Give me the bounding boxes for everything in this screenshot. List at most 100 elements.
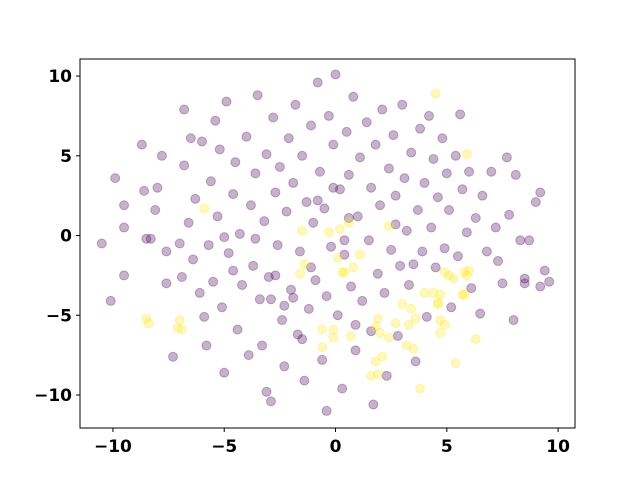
- point: [459, 289, 470, 300]
- y-tick-label: 5: [60, 147, 72, 167]
- point: [370, 321, 381, 332]
- point: [119, 270, 130, 281]
- point: [459, 267, 470, 278]
- point: [457, 289, 468, 300]
- point: [303, 303, 314, 314]
- point: [317, 342, 328, 353]
- point: [261, 149, 272, 160]
- point: [426, 222, 437, 233]
- point: [279, 361, 290, 372]
- point: [457, 184, 468, 195]
- point: [375, 327, 386, 338]
- point: [196, 136, 207, 147]
- point: [370, 356, 381, 367]
- point: [281, 206, 292, 217]
- point: [383, 220, 394, 231]
- point: [179, 104, 190, 115]
- point: [277, 315, 288, 326]
- point: [288, 177, 299, 188]
- point: [504, 209, 515, 220]
- point: [470, 334, 481, 345]
- point: [372, 369, 383, 380]
- point: [136, 139, 147, 150]
- point: [328, 332, 339, 343]
- point: [261, 386, 272, 397]
- point: [168, 351, 179, 362]
- point: [243, 350, 254, 361]
- point: [410, 313, 421, 324]
- point: [343, 169, 354, 180]
- point: [379, 287, 390, 298]
- point: [310, 275, 321, 286]
- point: [368, 399, 379, 410]
- point: [332, 310, 343, 321]
- point: [337, 383, 348, 394]
- point: [270, 270, 281, 281]
- point: [332, 252, 343, 263]
- point: [477, 190, 488, 201]
- point: [343, 217, 354, 228]
- point: [283, 133, 294, 144]
- point: [199, 203, 210, 214]
- point: [299, 259, 310, 270]
- point: [530, 197, 541, 208]
- point: [377, 351, 388, 362]
- point: [223, 248, 234, 259]
- point: [341, 126, 352, 137]
- point: [519, 278, 530, 289]
- point: [274, 161, 285, 172]
- point: [270, 187, 281, 198]
- point: [419, 287, 430, 298]
- x-tick-label: −5: [211, 437, 237, 457]
- point: [285, 284, 296, 295]
- point: [268, 112, 279, 123]
- point: [415, 383, 426, 394]
- point: [323, 227, 334, 238]
- point: [510, 169, 521, 180]
- point: [156, 150, 167, 161]
- x-tick-label: 5: [441, 437, 453, 457]
- point: [214, 144, 225, 155]
- point: [176, 324, 187, 335]
- point: [397, 99, 408, 110]
- point: [357, 295, 368, 306]
- point: [406, 147, 417, 158]
- point: [519, 273, 530, 284]
- point: [334, 184, 345, 195]
- point: [237, 279, 248, 290]
- point: [430, 262, 441, 273]
- point: [375, 200, 386, 211]
- point: [188, 254, 199, 265]
- point: [194, 287, 205, 298]
- point: [299, 375, 310, 386]
- point: [492, 256, 503, 267]
- point: [406, 303, 417, 314]
- point: [348, 91, 359, 102]
- point: [435, 315, 446, 326]
- point: [259, 216, 270, 227]
- point: [461, 149, 472, 160]
- point: [381, 370, 392, 381]
- point: [328, 139, 339, 150]
- point: [245, 200, 256, 211]
- point: [390, 219, 401, 230]
- point: [432, 299, 443, 310]
- point: [323, 110, 334, 121]
- point: [501, 152, 512, 163]
- point: [350, 319, 361, 330]
- point: [221, 96, 232, 107]
- point: [161, 246, 172, 257]
- point: [421, 311, 432, 322]
- point: [312, 195, 323, 206]
- point: [377, 104, 388, 115]
- point: [432, 297, 443, 308]
- point: [455, 109, 466, 120]
- point: [435, 289, 446, 300]
- point: [205, 176, 216, 187]
- point: [301, 197, 312, 208]
- point: [423, 110, 434, 121]
- point: [217, 302, 228, 313]
- point: [439, 267, 450, 278]
- point: [419, 177, 430, 188]
- point: [346, 281, 357, 292]
